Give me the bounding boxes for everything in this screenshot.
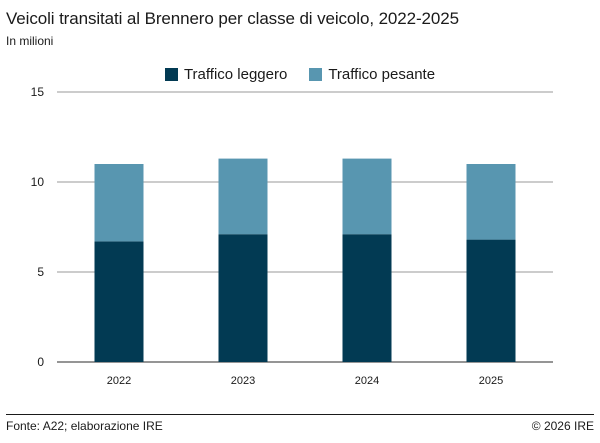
bar-segment-heavy-traffic <box>342 158 392 235</box>
y-tick-label: 15 <box>31 85 45 99</box>
x-tick-label: 2022 <box>107 375 131 387</box>
bar-layer <box>94 158 516 362</box>
legend-swatch-heavy-traffic <box>309 68 323 81</box>
bar-segment-heavy-traffic <box>218 158 268 235</box>
bar-segment-light-traffic <box>342 234 392 362</box>
source-note: Fonte: A22; elaborazione IRE <box>6 419 163 433</box>
y-tick-label: 0 <box>37 355 44 369</box>
chart-title: Veicoli transitati al Brennero per class… <box>6 9 459 28</box>
y-tick-label: 5 <box>37 265 44 279</box>
bar-segment-light-traffic <box>466 239 516 362</box>
bar-segment-light-traffic <box>94 241 144 362</box>
bar-segment-heavy-traffic <box>94 164 144 242</box>
legend-item-heavy-traffic: Traffico pesante <box>309 66 435 83</box>
copyright-note: © 2026 IRE <box>531 419 594 433</box>
bar-segment-heavy-traffic <box>466 164 516 240</box>
label-layer: 0 5 10 15 2022 2023 2024 2025 <box>31 85 504 387</box>
y-tick-label: 10 <box>31 175 45 189</box>
chart-legend: Traffico leggero Traffico pesante <box>0 66 600 83</box>
footer-divider <box>6 414 594 415</box>
x-tick-label: 2025 <box>479 375 503 387</box>
legend-label-heavy-traffic: Traffico pesante <box>328 66 436 83</box>
x-tick-label: 2023 <box>231 375 255 387</box>
x-tick-label: 2024 <box>355 375 379 387</box>
legend-label-light-traffic: Traffico leggero <box>183 66 288 83</box>
chart-subtitle: In milioni <box>6 34 54 48</box>
legend-item-light-traffic: Traffico leggero <box>164 66 288 83</box>
legend-swatch-light-traffic <box>164 68 178 81</box>
bar-segment-light-traffic <box>218 234 268 362</box>
